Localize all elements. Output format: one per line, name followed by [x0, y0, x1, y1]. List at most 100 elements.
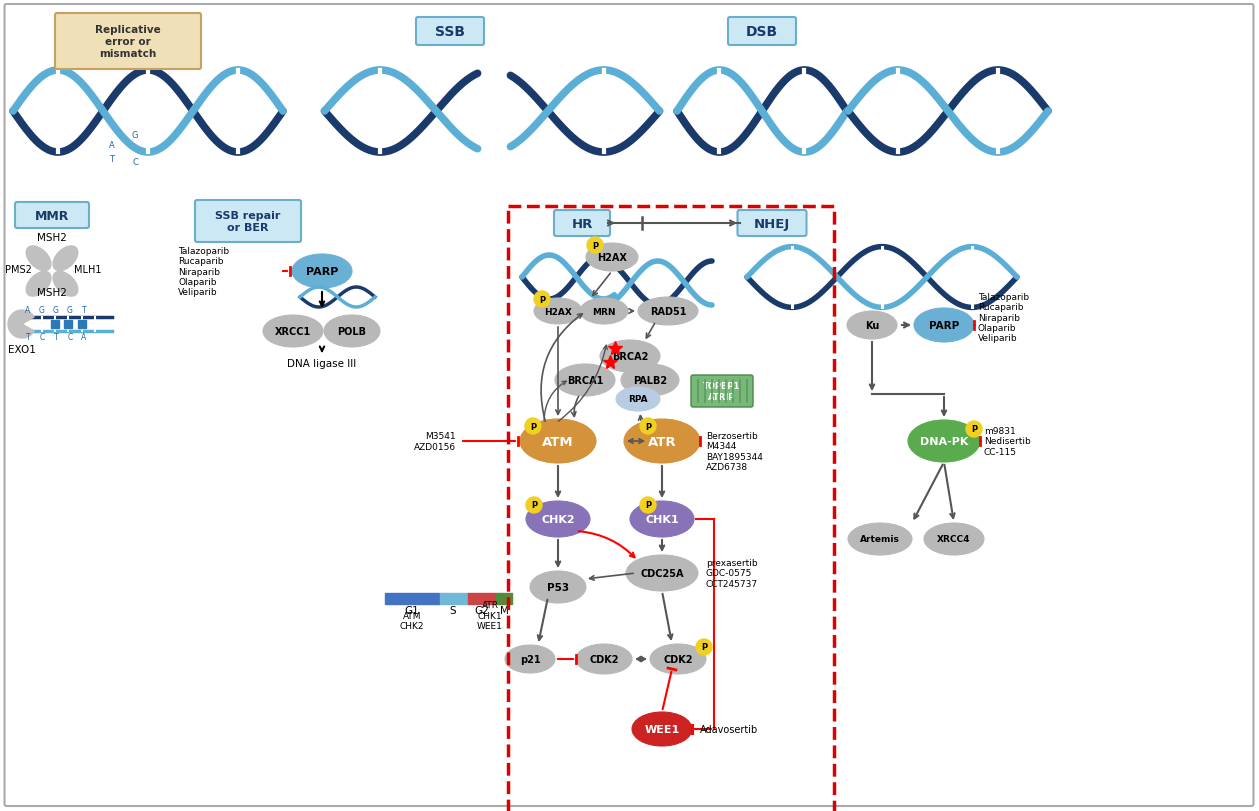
Ellipse shape	[580, 298, 628, 324]
Text: RPA: RPA	[628, 395, 648, 404]
Text: C: C	[68, 333, 73, 341]
Text: P: P	[530, 422, 536, 431]
Wedge shape	[8, 311, 34, 338]
Ellipse shape	[526, 501, 590, 538]
Text: G: G	[39, 306, 45, 315]
Text: G2: G2	[475, 605, 490, 616]
Ellipse shape	[520, 419, 596, 463]
Ellipse shape	[914, 309, 974, 342]
Text: ATM
CHK2: ATM CHK2	[400, 611, 424, 630]
Ellipse shape	[640, 497, 656, 513]
Text: G: G	[53, 306, 59, 315]
Text: m9831
Nedisertib
CC-115: m9831 Nedisertib CC-115	[985, 427, 1031, 457]
Text: A: A	[25, 306, 30, 315]
Text: prexasertib
GDC-0575
CCT245737: prexasertib GDC-0575 CCT245737	[706, 559, 758, 588]
Text: M3541
AZD0156: M3541 AZD0156	[414, 431, 456, 451]
Text: XRCC1: XRCC1	[274, 327, 311, 337]
Text: T: T	[25, 333, 30, 341]
Text: T: T	[82, 306, 87, 315]
Text: MMR: MMR	[35, 209, 69, 222]
Ellipse shape	[616, 388, 660, 411]
FancyBboxPatch shape	[195, 201, 301, 242]
Ellipse shape	[530, 571, 585, 603]
Ellipse shape	[924, 523, 985, 556]
Text: POLB: POLB	[337, 327, 366, 337]
Text: P: P	[971, 425, 977, 434]
Ellipse shape	[601, 341, 660, 372]
Ellipse shape	[505, 646, 555, 673]
Text: MSH2: MSH2	[37, 288, 67, 298]
FancyBboxPatch shape	[415, 18, 483, 46]
FancyBboxPatch shape	[5, 5, 1254, 806]
Ellipse shape	[632, 712, 692, 746]
Ellipse shape	[650, 644, 706, 674]
Text: BRCA1: BRCA1	[567, 375, 603, 385]
Text: Berzosertib
M4344
BAY1895344
AZD6738: Berzosertib M4344 BAY1895344 AZD6738	[706, 431, 763, 471]
Text: DNA-PK: DNA-PK	[920, 436, 968, 446]
Text: T: T	[54, 333, 58, 341]
Ellipse shape	[849, 523, 912, 556]
Ellipse shape	[587, 238, 603, 254]
Text: H2AX: H2AX	[544, 307, 572, 316]
Text: G: G	[67, 306, 73, 315]
Text: P: P	[539, 295, 545, 304]
Text: RAD51: RAD51	[650, 307, 686, 316]
Text: P: P	[701, 642, 708, 652]
Ellipse shape	[696, 639, 713, 655]
Text: DNA ligase III: DNA ligase III	[287, 358, 356, 368]
Text: Adavosertib: Adavosertib	[700, 724, 758, 734]
Ellipse shape	[640, 418, 656, 435]
Ellipse shape	[53, 272, 78, 297]
Text: DSB: DSB	[745, 25, 778, 39]
Text: G1: G1	[404, 605, 419, 616]
Text: M: M	[500, 605, 509, 616]
Text: C: C	[39, 333, 44, 341]
Ellipse shape	[26, 247, 50, 272]
Text: CHK2: CHK2	[541, 514, 575, 525]
FancyBboxPatch shape	[55, 14, 201, 70]
Ellipse shape	[585, 243, 638, 272]
Bar	[52, 320, 59, 328]
Ellipse shape	[624, 419, 700, 463]
Text: A: A	[110, 141, 115, 150]
Text: PARP: PARP	[306, 267, 339, 277]
Text: ATR
CHK1
WEE1: ATR CHK1 WEE1	[477, 600, 502, 630]
Ellipse shape	[555, 365, 614, 397]
Text: CDK2: CDK2	[589, 654, 618, 664]
Bar	[78, 320, 86, 328]
Text: PMS2: PMS2	[5, 264, 31, 275]
Bar	[468, 594, 496, 604]
Text: EXO1: EXO1	[8, 345, 37, 354]
Text: CHK1: CHK1	[645, 514, 679, 525]
FancyBboxPatch shape	[15, 203, 89, 229]
Text: HR: HR	[572, 217, 593, 230]
Text: ATR: ATR	[647, 435, 676, 448]
FancyBboxPatch shape	[691, 375, 753, 407]
Text: Replicative
error or
mismatch: Replicative error or mismatch	[96, 25, 161, 58]
Ellipse shape	[534, 298, 582, 324]
FancyBboxPatch shape	[728, 18, 796, 46]
Ellipse shape	[526, 497, 543, 513]
Ellipse shape	[966, 422, 982, 437]
Text: PARP: PARP	[929, 320, 959, 331]
Text: p21: p21	[520, 654, 540, 664]
Ellipse shape	[324, 315, 380, 348]
Text: Ku: Ku	[865, 320, 879, 331]
Bar	[64, 320, 72, 328]
Ellipse shape	[263, 315, 324, 348]
Ellipse shape	[638, 298, 697, 325]
Text: P: P	[531, 501, 538, 510]
Text: TOPBP1
ATRIP: TOPBP1 ATRIP	[704, 382, 740, 401]
Ellipse shape	[292, 255, 353, 289]
Text: P: P	[645, 422, 651, 431]
Text: A: A	[82, 333, 87, 341]
Text: CDK2: CDK2	[663, 654, 692, 664]
Text: Talazoparib
Rucaparib
Niraparib
Olaparib
Veliparib: Talazoparib Rucaparib Niraparib Olaparib…	[978, 292, 1029, 343]
Ellipse shape	[847, 311, 896, 340]
Text: Talazoparib
Rucaparib
Niraparib
Olaparib
Veliparib: Talazoparib Rucaparib Niraparib Olaparib…	[178, 247, 229, 297]
Text: MRN: MRN	[592, 307, 616, 316]
Text: P: P	[645, 501, 651, 510]
Text: S: S	[449, 605, 456, 616]
Text: CDC25A: CDC25A	[641, 569, 684, 578]
Text: T: T	[110, 155, 115, 164]
